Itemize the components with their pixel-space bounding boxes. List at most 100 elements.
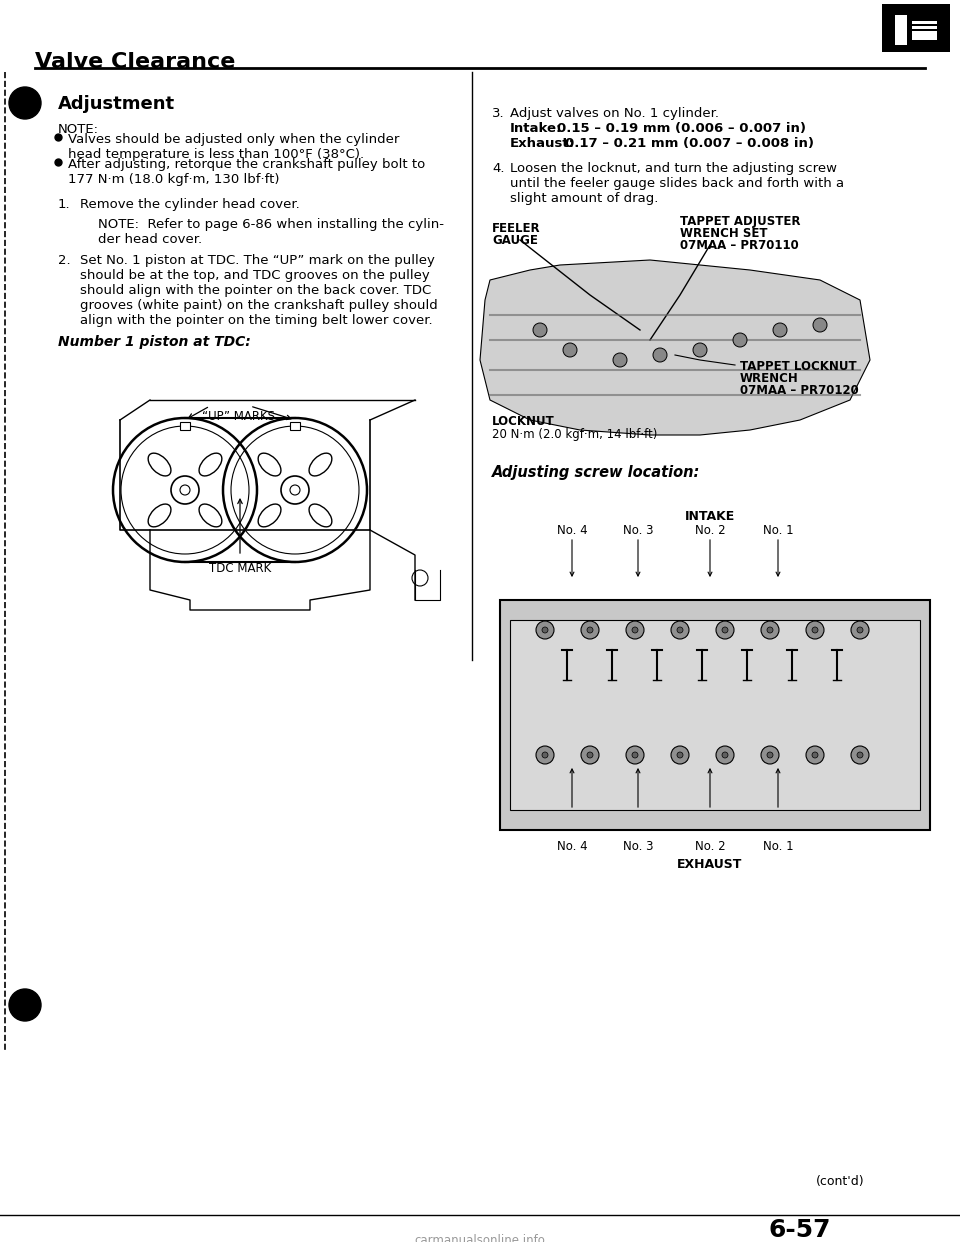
Bar xyxy=(290,422,300,430)
Circle shape xyxy=(773,323,787,337)
Text: After adjusting, retorque the crankshaft pulley bolt to: After adjusting, retorque the crankshaft… xyxy=(68,158,425,171)
Text: LOCKNUT: LOCKNUT xyxy=(492,415,555,428)
Text: TAPPET LOCKNUT: TAPPET LOCKNUT xyxy=(740,360,856,373)
Circle shape xyxy=(613,353,627,366)
Bar xyxy=(180,422,190,430)
Circle shape xyxy=(9,87,41,119)
Text: 20 N·m (2.0 kgf·m, 14 lbf·ft): 20 N·m (2.0 kgf·m, 14 lbf·ft) xyxy=(492,428,658,441)
Circle shape xyxy=(767,751,773,758)
Circle shape xyxy=(716,621,734,638)
Text: Remove the cylinder head cover.: Remove the cylinder head cover. xyxy=(80,197,300,211)
Circle shape xyxy=(9,989,41,1021)
Text: NOTE:: NOTE: xyxy=(58,123,99,137)
Bar xyxy=(510,620,920,810)
Text: Valves should be adjusted only when the cylinder: Valves should be adjusted only when the … xyxy=(68,133,399,147)
Bar xyxy=(912,31,937,34)
Text: 177 N·m (18.0 kgf·m, 130 lbf·ft): 177 N·m (18.0 kgf·m, 130 lbf·ft) xyxy=(68,173,279,186)
Text: GAUGE: GAUGE xyxy=(492,233,538,247)
Circle shape xyxy=(542,627,548,633)
Circle shape xyxy=(761,746,779,764)
Bar xyxy=(912,21,937,24)
Circle shape xyxy=(693,343,707,356)
Circle shape xyxy=(812,751,818,758)
Text: grooves (white paint) on the crankshaft pulley should: grooves (white paint) on the crankshaft … xyxy=(80,299,438,312)
Text: EXHAUST: EXHAUST xyxy=(678,858,743,871)
Text: No. 4: No. 4 xyxy=(557,840,588,853)
Bar xyxy=(890,11,942,47)
Circle shape xyxy=(290,484,300,496)
Text: Exhaust:: Exhaust: xyxy=(510,137,575,150)
Text: 1.: 1. xyxy=(58,197,71,211)
Text: No. 1: No. 1 xyxy=(762,840,793,853)
Circle shape xyxy=(536,621,554,638)
Circle shape xyxy=(626,621,644,638)
Circle shape xyxy=(632,751,638,758)
Circle shape xyxy=(677,627,683,633)
Text: 6-57: 6-57 xyxy=(769,1218,831,1242)
Bar xyxy=(912,32,937,40)
Text: No. 1: No. 1 xyxy=(762,524,793,537)
Text: should be at the top, and TDC grooves on the pulley: should be at the top, and TDC grooves on… xyxy=(80,270,430,282)
Circle shape xyxy=(563,343,577,356)
Circle shape xyxy=(761,621,779,638)
Circle shape xyxy=(767,627,773,633)
Text: should align with the pointer on the back cover. TDC: should align with the pointer on the bac… xyxy=(80,284,431,297)
Bar xyxy=(895,15,907,45)
Circle shape xyxy=(626,746,644,764)
Circle shape xyxy=(653,348,667,361)
Circle shape xyxy=(851,621,869,638)
Circle shape xyxy=(812,627,818,633)
Text: Adjust valves on No. 1 cylinder.: Adjust valves on No. 1 cylinder. xyxy=(510,107,719,120)
Text: align with the pointer on the timing belt lower cover.: align with the pointer on the timing bel… xyxy=(80,314,433,327)
Circle shape xyxy=(180,484,190,496)
Text: TDC MARK: TDC MARK xyxy=(209,561,271,575)
Circle shape xyxy=(536,746,554,764)
Text: 07MAA – PR70110: 07MAA – PR70110 xyxy=(680,238,799,252)
Bar xyxy=(912,26,937,29)
Circle shape xyxy=(671,621,689,638)
Text: Adjusting screw location:: Adjusting screw location: xyxy=(492,465,701,479)
Text: WRENCH: WRENCH xyxy=(740,373,799,385)
Text: 0.15 – 0.19 mm (0.006 – 0.007 in): 0.15 – 0.19 mm (0.006 – 0.007 in) xyxy=(557,122,806,135)
Text: carmanualsonline.info: carmanualsonline.info xyxy=(415,1235,545,1242)
Circle shape xyxy=(671,746,689,764)
Circle shape xyxy=(857,627,863,633)
Polygon shape xyxy=(480,260,870,435)
Text: until the feeler gauge slides back and forth with a: until the feeler gauge slides back and f… xyxy=(510,178,844,190)
Circle shape xyxy=(677,751,683,758)
Bar xyxy=(500,600,930,830)
Circle shape xyxy=(587,751,593,758)
Text: No. 4: No. 4 xyxy=(557,524,588,537)
Text: TAPPET ADJUSTER: TAPPET ADJUSTER xyxy=(680,215,801,229)
Text: No. 2: No. 2 xyxy=(695,524,726,537)
Text: 07MAA – PR70120: 07MAA – PR70120 xyxy=(740,384,859,397)
Text: “UP” MARKS: “UP” MARKS xyxy=(202,410,275,424)
Circle shape xyxy=(587,627,593,633)
Text: (cont'd): (cont'd) xyxy=(816,1175,864,1189)
Circle shape xyxy=(813,318,827,332)
Circle shape xyxy=(806,621,824,638)
Circle shape xyxy=(581,746,599,764)
Text: 2.: 2. xyxy=(58,255,71,267)
Circle shape xyxy=(581,621,599,638)
Circle shape xyxy=(851,746,869,764)
Text: Intake:: Intake: xyxy=(510,122,563,135)
Text: Valve Clearance: Valve Clearance xyxy=(35,52,235,72)
Text: 3.: 3. xyxy=(492,107,505,120)
Circle shape xyxy=(806,746,824,764)
Text: No. 2: No. 2 xyxy=(695,840,726,853)
Circle shape xyxy=(533,323,547,337)
Text: INTAKE: INTAKE xyxy=(684,510,735,523)
Circle shape xyxy=(722,751,728,758)
Circle shape xyxy=(733,333,747,347)
Text: Number 1 piston at TDC:: Number 1 piston at TDC: xyxy=(58,335,251,349)
Text: Loosen the locknut, and turn the adjusting screw: Loosen the locknut, and turn the adjusti… xyxy=(510,161,837,175)
Circle shape xyxy=(857,751,863,758)
Text: Adjustment: Adjustment xyxy=(58,94,175,113)
Text: FEELER: FEELER xyxy=(492,222,540,235)
Bar xyxy=(882,4,950,52)
Text: slight amount of drag.: slight amount of drag. xyxy=(510,193,659,205)
Text: der head cover.: der head cover. xyxy=(98,233,203,246)
Text: NOTE:  Refer to page 6-86 when installing the cylin-: NOTE: Refer to page 6-86 when installing… xyxy=(98,219,444,231)
Circle shape xyxy=(632,627,638,633)
